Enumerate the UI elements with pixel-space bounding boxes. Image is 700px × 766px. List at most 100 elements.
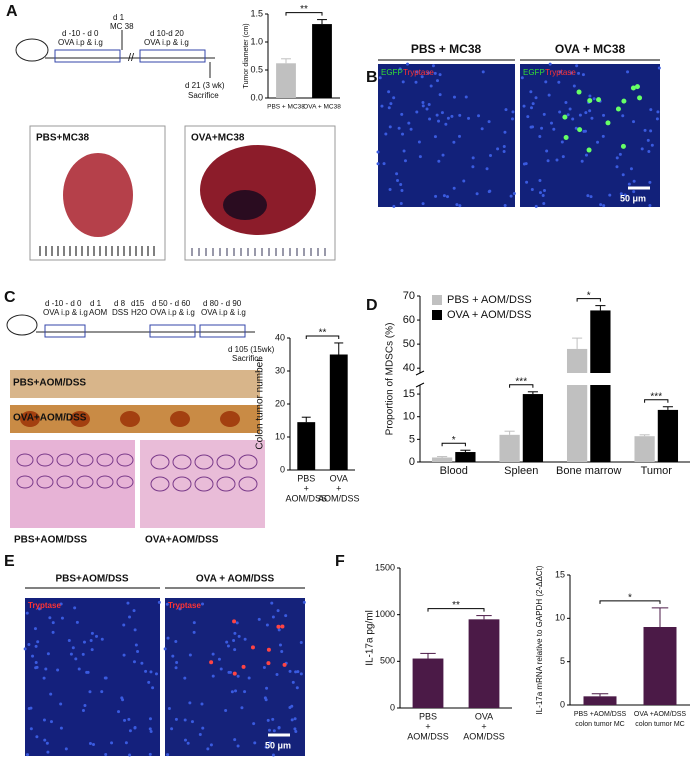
nucleus [389, 102, 393, 106]
nucleus [399, 202, 403, 206]
nucleus [133, 628, 137, 632]
significance-label: * [628, 593, 632, 604]
x-tick-label: PBS + MC38 [267, 104, 305, 111]
legend-label: OVA + AOM/DSS [447, 309, 531, 321]
nucleus [110, 741, 114, 745]
significance-bracket [644, 399, 669, 403]
nucleus [399, 183, 403, 187]
nucleus [649, 129, 653, 133]
photo-label: OVA+AOM/DSS [13, 413, 87, 424]
significance-bracket [441, 442, 466, 447]
nucleus [511, 110, 515, 114]
crypt [116, 475, 134, 489]
crypt [238, 476, 258, 492]
nucleus [174, 666, 178, 670]
nucleus [73, 606, 77, 610]
nucleus [564, 100, 568, 104]
bar [455, 452, 476, 462]
y-tick-label: 20 [275, 398, 285, 408]
egfp-cell [562, 114, 568, 120]
nucleus [201, 602, 205, 606]
egfp-cell [615, 106, 621, 112]
nucleus [571, 117, 575, 121]
y-axis-label: IL-17a mRNA relative to GAPDH (2-ΔΔCt) [535, 565, 544, 714]
nucleus [294, 670, 298, 674]
y-tick-label: 15 [555, 569, 565, 579]
nucleus [128, 729, 132, 733]
nucleus [418, 155, 422, 159]
nucleus [265, 623, 269, 627]
nucleus [271, 717, 275, 721]
tumor-spot [70, 411, 90, 427]
significance-bracket [305, 335, 340, 339]
nucleus [132, 609, 136, 613]
dose-box [199, 324, 246, 338]
nucleus [178, 607, 182, 611]
y-tick-label: 10 [555, 613, 565, 623]
crypt [194, 476, 214, 492]
bar [643, 627, 677, 705]
nucleus [440, 111, 444, 115]
nucleus [584, 111, 588, 115]
nucleus [42, 676, 46, 680]
nucleus [25, 611, 29, 615]
nucleus [27, 706, 31, 710]
crypt [172, 476, 192, 492]
nucleus [572, 84, 576, 88]
x-tick-label: PBS [297, 473, 315, 483]
crypt [238, 454, 258, 470]
y-tick-label: 0 [280, 464, 285, 474]
nucleus [86, 670, 90, 674]
nucleus [376, 150, 380, 154]
nucleus [51, 630, 55, 634]
nucleus [428, 117, 432, 121]
tryptase-cell [209, 660, 214, 665]
stain-label: Tryptase [28, 601, 61, 610]
nucleus [402, 149, 406, 153]
egfp-cell [586, 147, 592, 153]
nucleus [295, 686, 299, 690]
timeline-label: Sacrifice [188, 91, 219, 100]
nucleus [542, 112, 546, 116]
nucleus [503, 203, 507, 207]
nucleus [262, 665, 266, 669]
nucleus [90, 648, 94, 652]
nucleus [568, 107, 572, 111]
nucleus [530, 188, 534, 192]
nucleus [648, 180, 652, 184]
bar [297, 422, 316, 470]
nucleus [503, 130, 507, 134]
nucleus [59, 702, 63, 706]
nucleus [589, 195, 593, 199]
nucleus [489, 153, 493, 157]
dose-box [149, 324, 196, 338]
crypt [76, 475, 94, 489]
egfp-cell [634, 84, 640, 90]
tumor-spot [120, 411, 140, 427]
nucleus [74, 657, 78, 661]
nucleus [421, 100, 425, 104]
nucleus [446, 195, 450, 199]
nucleus [81, 709, 85, 713]
nucleus [243, 690, 247, 694]
column-header: OVA + AOM/DSS [196, 574, 275, 585]
x-tick-label: colon tumor MC [575, 721, 624, 728]
nucleus [656, 110, 660, 114]
nucleus [230, 690, 234, 694]
nucleus [522, 162, 526, 166]
nucleus [433, 71, 437, 75]
nucleus [420, 75, 424, 79]
nucleus [243, 637, 247, 641]
nucleus [127, 717, 131, 721]
nucleus [36, 640, 40, 644]
nucleus [59, 602, 63, 606]
nucleus [46, 750, 50, 754]
nucleus [174, 717, 178, 721]
panel-label: A [6, 3, 18, 20]
timeline-label: OVA i.p & i.g [58, 38, 103, 47]
nucleus [464, 95, 468, 99]
nucleus [34, 644, 38, 648]
column-header: OVA + MC38 [555, 42, 626, 56]
y-axis-label: Proportion of MDSCs (%) [385, 323, 396, 436]
nucleus [548, 62, 552, 66]
